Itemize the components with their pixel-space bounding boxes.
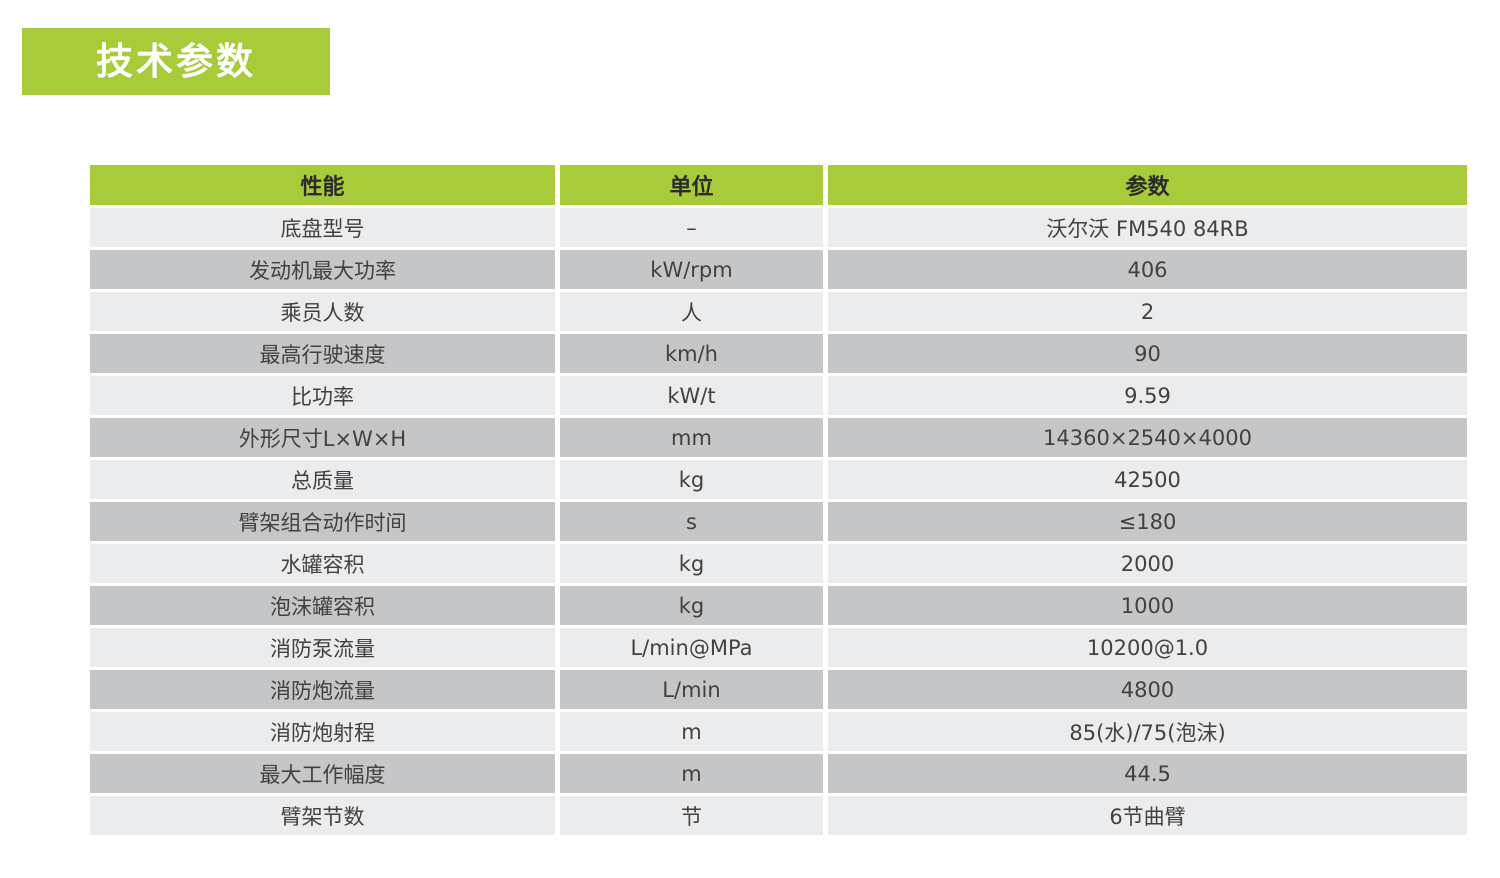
col-header-unit: 单位 xyxy=(555,165,823,208)
table-row: 底盘型号 – 沃尔沃 FM540 84RB xyxy=(90,208,1467,250)
cell-value: 沃尔沃 FM540 84RB xyxy=(823,208,1467,250)
cell-value: 6节曲臂 xyxy=(823,796,1467,838)
cell-performance: 最高行驶速度 xyxy=(90,334,555,376)
cell-value: 10200@1.0 xyxy=(823,628,1467,670)
cell-performance: 总质量 xyxy=(90,460,555,502)
cell-performance: 比功率 xyxy=(90,376,555,418)
col-header-performance: 性能 xyxy=(90,165,555,208)
table-row: 消防炮射程 m 85(水)/75(泡沫) xyxy=(90,712,1467,754)
table-row: 水罐容积 kg 2000 xyxy=(90,544,1467,586)
section-title: 技术参数 xyxy=(96,40,256,83)
table-row: 最大工作幅度 m 44.5 xyxy=(90,754,1467,796)
cell-performance: 消防炮射程 xyxy=(90,712,555,754)
cell-unit: kg xyxy=(555,544,823,586)
cell-value: 14360×2540×4000 xyxy=(823,418,1467,460)
cell-unit: L/min xyxy=(555,670,823,712)
cell-value: 2000 xyxy=(823,544,1467,586)
cell-value: 85(水)/75(泡沫) xyxy=(823,712,1467,754)
cell-performance: 消防泵流量 xyxy=(90,628,555,670)
table-row: 发动机最大功率 kW/rpm 406 xyxy=(90,250,1467,292)
table-row: 最高行驶速度 km/h 90 xyxy=(90,334,1467,376)
cell-unit: L/min@MPa xyxy=(555,628,823,670)
cell-performance: 臂架节数 xyxy=(90,796,555,838)
cell-value: 42500 xyxy=(823,460,1467,502)
cell-unit: kW/t xyxy=(555,376,823,418)
table-row: 比功率 kW/t 9.59 xyxy=(90,376,1467,418)
cell-performance: 水罐容积 xyxy=(90,544,555,586)
table-row: 乘员人数人 2 xyxy=(90,292,1467,334)
cell-value: 406 xyxy=(823,250,1467,292)
cell-unit: kg xyxy=(555,586,823,628)
cell-value: ≤180 xyxy=(823,502,1467,544)
cell-unit: kW/rpm xyxy=(555,250,823,292)
cell-value: 90 xyxy=(823,334,1467,376)
table-row: 外形尺寸L×W×H mm 14360×2540×4000 xyxy=(90,418,1467,460)
table-row: 消防炮流量 L/min 4800 xyxy=(90,670,1467,712)
cell-performance: 底盘型号 xyxy=(90,208,555,250)
cell-unit: kg xyxy=(555,460,823,502)
cell-unit: m xyxy=(555,754,823,796)
cell-unit: – xyxy=(555,208,823,250)
cell-unit: mm xyxy=(555,418,823,460)
cell-unit: m xyxy=(555,712,823,754)
cell-value: 44.5 xyxy=(823,754,1467,796)
cell-value: 9.59 xyxy=(823,376,1467,418)
table-row: 总质量 kg 42500 xyxy=(90,460,1467,502)
cell-value: 4800 xyxy=(823,670,1467,712)
cell-value: 2 xyxy=(823,292,1467,334)
table-row: 消防泵流量 L/min@MPa 10200@1.0 xyxy=(90,628,1467,670)
cell-performance: 泡沫罐容积 xyxy=(90,586,555,628)
cell-performance: 发动机最大功率 xyxy=(90,250,555,292)
cell-unit: 人 xyxy=(555,292,823,334)
col-header-parameter: 参数 xyxy=(823,165,1467,208)
cell-performance: 最大工作幅度 xyxy=(90,754,555,796)
cell-performance: 乘员人数 xyxy=(90,292,555,334)
table-row: 臂架节数节 6节曲臂 xyxy=(90,796,1467,838)
table-row: 泡沫罐容积 kg 1000 xyxy=(90,586,1467,628)
cell-unit: 节 xyxy=(555,796,823,838)
section-title-banner: 技术参数 xyxy=(22,28,330,95)
cell-value: 1000 xyxy=(823,586,1467,628)
cell-performance: 臂架组合动作时间 xyxy=(90,502,555,544)
cell-unit: km/h xyxy=(555,334,823,376)
cell-performance: 外形尺寸L×W×H xyxy=(90,418,555,460)
cell-unit: s xyxy=(555,502,823,544)
table-row: 臂架组合动作时间 s ≤180 xyxy=(90,502,1467,544)
cell-performance: 消防炮流量 xyxy=(90,670,555,712)
spec-table: 性能 单位 参数 底盘型号 – 沃尔沃 FM540 84RB 发动机最大功率 kW/rp… xyxy=(90,165,1467,838)
header-row: 性能 单位 参数 xyxy=(90,165,1467,208)
